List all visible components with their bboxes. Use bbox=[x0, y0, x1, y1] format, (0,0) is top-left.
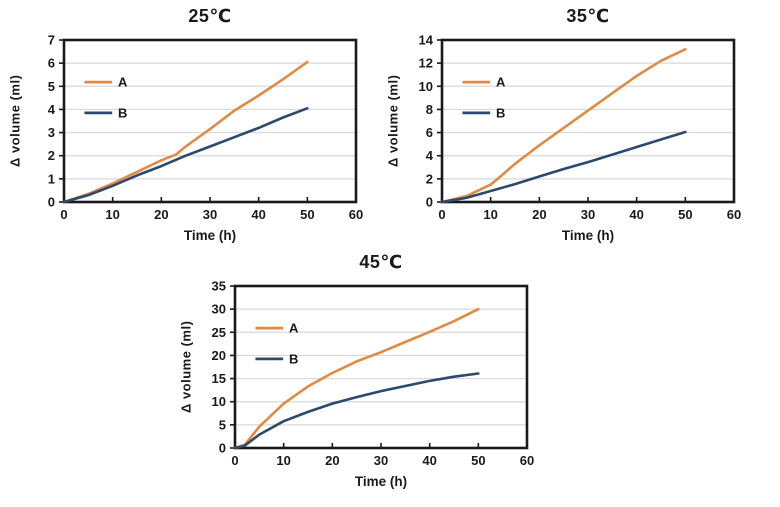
y-tick-label: 0 bbox=[48, 195, 55, 210]
x-tick-label: 50 bbox=[678, 207, 692, 222]
y-tick-label: 35 bbox=[212, 279, 226, 294]
y-tick-label: 5 bbox=[219, 417, 226, 432]
legend-label-B: B bbox=[496, 105, 505, 120]
x-tick-label: 60 bbox=[349, 207, 363, 222]
chart-45c: 45℃ Δ volume (ml) 0 5 10 15 20 25 30 35 0 10 20 30 4… bbox=[173, 250, 541, 502]
chart-title: 45℃ bbox=[359, 252, 403, 272]
series-line-B bbox=[233, 372, 480, 450]
legend-label-A: A bbox=[496, 75, 506, 90]
series-line-A bbox=[233, 307, 480, 450]
plot-frame bbox=[440, 38, 736, 204]
legend-label-B: B bbox=[118, 105, 127, 120]
plot-area: 0 5 10 15 20 25 30 35 0 10 20 30 40 50 60 AB bbox=[212, 279, 535, 469]
y-tick-label: 12 bbox=[419, 56, 433, 71]
y-tick-label: 0 bbox=[426, 195, 433, 210]
y-tick-label: 6 bbox=[48, 56, 55, 71]
y-tick-label: 30 bbox=[212, 302, 226, 317]
x-axis-label: Time (h) bbox=[561, 228, 615, 243]
x-tick-label: 60 bbox=[520, 453, 534, 468]
y-tick-label: 1 bbox=[48, 171, 55, 186]
y-tick-label: 5 bbox=[48, 79, 55, 94]
y-tick-label: 7 bbox=[48, 33, 55, 48]
y-tick-label: 8 bbox=[426, 102, 433, 117]
x-tick-label: 60 bbox=[727, 207, 741, 222]
y-tick-label: 2 bbox=[426, 171, 433, 186]
x-axis-label: Time (h) bbox=[183, 228, 237, 243]
legend-label-A: A bbox=[118, 75, 128, 90]
x-tick-label: 40 bbox=[629, 207, 643, 222]
plot-frame bbox=[62, 38, 358, 204]
series-line-B bbox=[62, 107, 309, 204]
x-tick-label: 30 bbox=[581, 207, 595, 222]
y-tick-label: 4 bbox=[48, 102, 56, 117]
x-tick-label: 20 bbox=[154, 207, 168, 222]
series-line-A bbox=[62, 60, 309, 204]
legend-label-B: B bbox=[289, 351, 298, 366]
x-axis-label: Time (h) bbox=[354, 474, 408, 489]
y-tick-label: 3 bbox=[48, 125, 55, 140]
y-tick-label: 0 bbox=[219, 441, 226, 456]
y-tick-label: 20 bbox=[212, 348, 226, 363]
x-tick-label: 20 bbox=[325, 453, 339, 468]
y-tick-label: 2 bbox=[48, 148, 55, 163]
x-tick-label: 40 bbox=[422, 453, 436, 468]
chart-title: 35℃ bbox=[566, 6, 610, 26]
x-tick-label: 10 bbox=[105, 207, 119, 222]
x-tick-label: 20 bbox=[532, 207, 546, 222]
plot-area: 0 1 2 3 4 5 6 7 0 10 20 30 40 50 60 AB bbox=[48, 33, 363, 223]
legend-label-A: A bbox=[289, 321, 299, 336]
chart-35c: 35℃ Δ volume (ml) 0 2 4 6 8 10 12 14 0 10 20 30 40 50… bbox=[380, 4, 748, 256]
y-tick-label: 4 bbox=[426, 148, 434, 163]
x-tick-label: 0 bbox=[438, 207, 445, 222]
x-tick-label: 10 bbox=[483, 207, 497, 222]
series-line-A bbox=[440, 48, 687, 204]
y-tick-label: 14 bbox=[419, 33, 434, 48]
y-tick-label: 6 bbox=[426, 125, 433, 140]
y-tick-label: 10 bbox=[212, 394, 226, 409]
x-tick-label: 50 bbox=[300, 207, 314, 222]
x-tick-label: 30 bbox=[374, 453, 388, 468]
x-tick-label: 0 bbox=[60, 207, 67, 222]
x-tick-label: 40 bbox=[251, 207, 265, 222]
series-line-B bbox=[440, 130, 687, 204]
chart-25c: 25℃ Δ volume (ml) 0 1 2 3 4 5 6 7 0 10 20 30 40 50 60 A… bbox=[2, 4, 370, 256]
plot-area: 0 2 4 6 8 10 12 14 0 10 20 30 40 50 60 AB bbox=[419, 33, 742, 223]
chart-title: 25℃ bbox=[188, 6, 232, 26]
y-tick-label: 15 bbox=[212, 371, 226, 386]
y-tick-label: 25 bbox=[212, 325, 226, 340]
x-tick-label: 10 bbox=[276, 453, 290, 468]
x-tick-label: 30 bbox=[203, 207, 217, 222]
x-tick-label: 0 bbox=[231, 453, 238, 468]
y-tick-label: 10 bbox=[419, 79, 433, 94]
x-tick-label: 50 bbox=[471, 453, 485, 468]
